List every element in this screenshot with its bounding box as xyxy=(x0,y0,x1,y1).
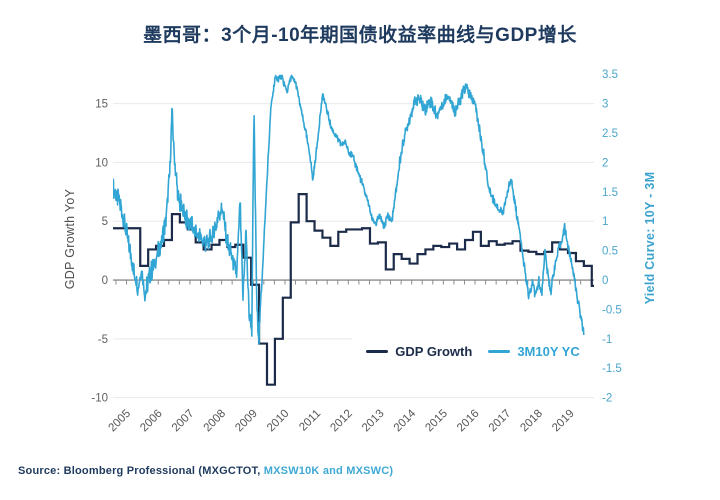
right-tick-label: 0 xyxy=(602,275,608,287)
legend-label-gdp: GDP Growth xyxy=(395,343,473,359)
right-axis-title: Yield Curve: 10Y - 3M xyxy=(643,171,657,305)
right-tick-label: 1 xyxy=(602,216,608,228)
year-tick-label: 2015 xyxy=(423,408,450,435)
gdp-line-swatch xyxy=(366,349,389,353)
left-tick-label: 10 xyxy=(95,157,108,169)
legend-label-yc: 3M10Y YC xyxy=(517,343,580,359)
year-tick-label: 2017 xyxy=(487,408,514,435)
year-tick-label: 2007 xyxy=(170,408,197,435)
legend-item-gdp-growth: GDP Growth xyxy=(366,344,472,359)
year-tick-label: 2011 xyxy=(297,408,323,434)
left-tick-label: -5 xyxy=(98,334,108,346)
year-tick-label: 2012 xyxy=(328,408,355,435)
year-tick-label: 2014 xyxy=(392,407,419,434)
left-tick-label: -10 xyxy=(91,393,108,405)
right-tick-label: -0.5 xyxy=(602,304,622,316)
right-tick-label: -1 xyxy=(602,334,612,346)
chart-legend: GDP Growth 3M10Y YC xyxy=(352,335,594,367)
right-tick-label: 3 xyxy=(602,99,608,111)
left-axis-title: GDP Growth YoY xyxy=(63,188,77,290)
year-tick-label: 2018 xyxy=(518,408,545,435)
year-tick-label: 2009 xyxy=(233,408,260,435)
source-tickers: MXSW10K and MXSWC) xyxy=(263,465,394,477)
year-tick-label: 2019 xyxy=(550,408,577,435)
year-tick-label: 2005 xyxy=(107,408,134,435)
chart-title: 墨西哥：3个月-10年期国债收益率曲线与GDP增长 xyxy=(143,25,577,46)
right-tick-label: -1.5 xyxy=(602,363,622,375)
right-tick-label: 2.5 xyxy=(602,128,618,140)
year-tick-label: 2010 xyxy=(265,408,292,435)
year-tick-label: 2013 xyxy=(360,408,387,435)
gdp-growth-series xyxy=(113,193,594,386)
yc-line-swatch xyxy=(488,349,511,353)
year-tick-label: 2016 xyxy=(455,408,482,435)
left-tick-label: 15 xyxy=(95,99,108,111)
zero-axis xyxy=(113,279,594,285)
left-tick-label: 5 xyxy=(102,216,108,228)
right-tick-label: 1.5 xyxy=(602,187,618,199)
right-tick-label: -2 xyxy=(602,393,612,405)
source-attribution: Source: Bloomberg Professional (MXGCTOT,… xyxy=(18,465,393,477)
right-tick-label: 3.5 xyxy=(602,69,618,81)
year-tick-label: 2006 xyxy=(138,408,165,435)
left-tick-label: 0 xyxy=(102,275,108,287)
yield-curve-series xyxy=(113,74,593,360)
right-tick-label: 2 xyxy=(602,157,608,169)
right-tick-label: 0.5 xyxy=(602,246,618,258)
year-tick-label: 2008 xyxy=(202,408,229,435)
source-text: Source: Bloomberg Professional (MXGCTOT, xyxy=(18,465,264,477)
legend-item-yc: 3M10Y YC xyxy=(488,343,580,359)
